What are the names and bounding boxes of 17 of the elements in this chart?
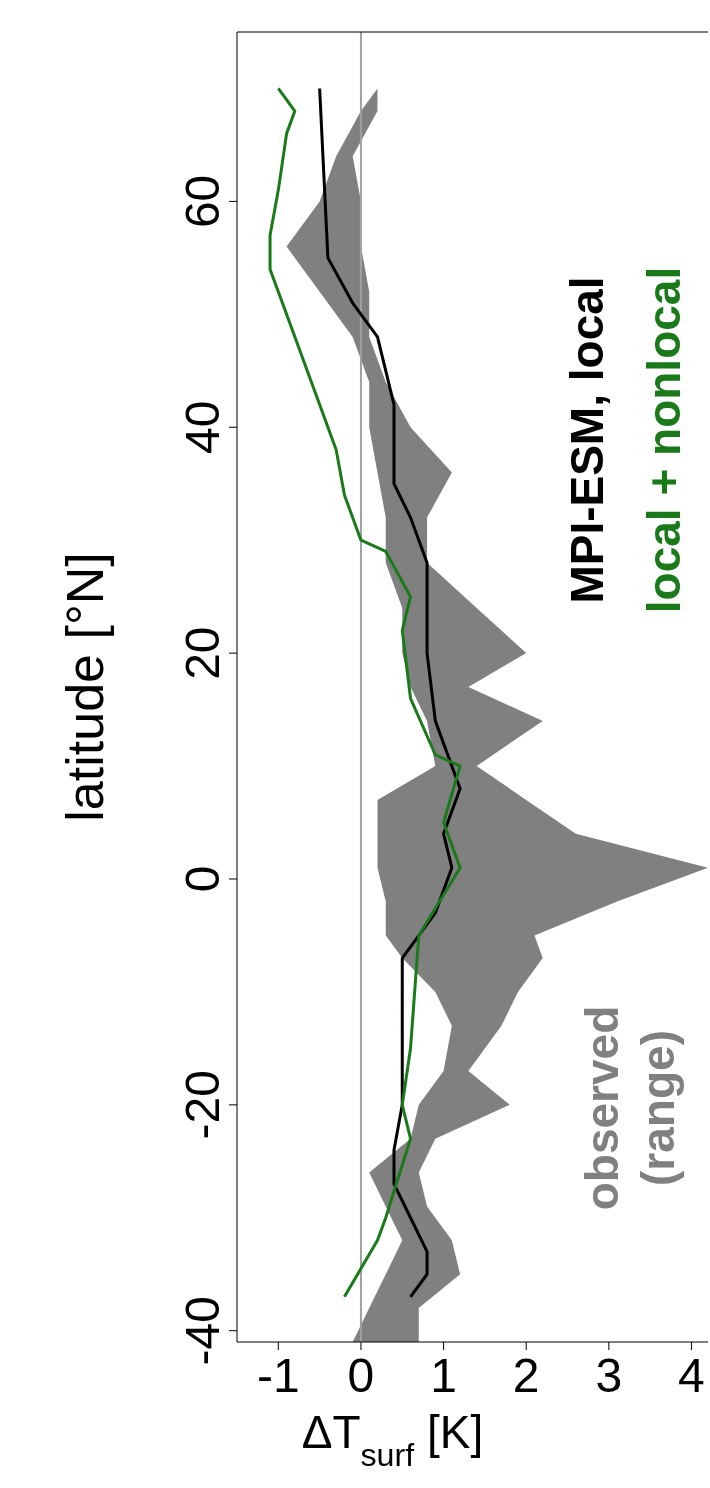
y-tick-label: -20 [176, 1070, 229, 1140]
x-axis-title: ΔT$_{surf}$ [K] [301, 1406, 484, 1473]
x-tick-label: 0 [347, 1349, 375, 1402]
x-tick-label: 2 [512, 1349, 540, 1402]
y-tick-label: 20 [176, 626, 229, 680]
legend-label: observed (range) [576, 1005, 684, 1211]
x-tick-label: -1 [256, 1349, 300, 1402]
x-tick-label: 1 [430, 1349, 457, 1402]
x-tick-label: 4 [678, 1349, 705, 1402]
y-tick-label: 40 [176, 400, 229, 454]
y-tick-label: 0 [176, 865, 229, 893]
text: MPI-ESM, local [561, 276, 613, 604]
text: local + nonlocal [638, 266, 690, 614]
y-tick-label: 60 [176, 174, 229, 229]
x-tick-label: 3 [595, 1349, 623, 1402]
y-axis-title: latitude [°N] [55, 552, 114, 822]
y-tick-label: -40 [176, 1296, 229, 1366]
